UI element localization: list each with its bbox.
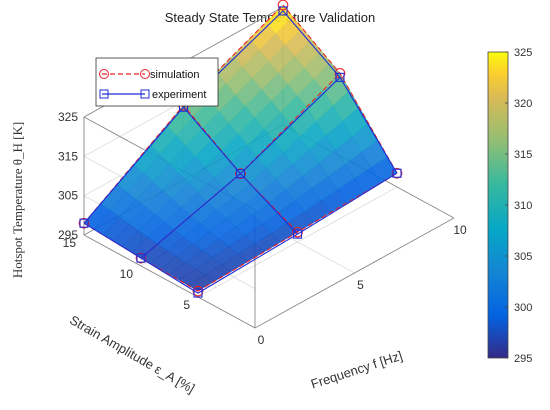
colorbar-tick-label: 320 bbox=[514, 98, 532, 110]
legend-marker-simulation-right bbox=[140, 69, 150, 79]
y-tick-label: 10 bbox=[120, 267, 134, 281]
colorbar-tick-label: 310 bbox=[514, 200, 532, 212]
series-mesh-line bbox=[197, 172, 398, 294]
data-point-simulation bbox=[192, 285, 204, 297]
data-point-experiment bbox=[278, 6, 288, 16]
colorbar: 295 300 305 310 315 320 325 bbox=[487, 47, 532, 365]
colorbar-tick-label: 295 bbox=[514, 353, 532, 365]
z-tick-label: 315 bbox=[58, 149, 78, 163]
data-point-simulation bbox=[292, 226, 303, 238]
data-point-experiment bbox=[136, 253, 146, 263]
data-point-experiment bbox=[292, 229, 303, 239]
x-tick-label: 10 bbox=[453, 223, 467, 237]
legend-marker-simulation-left bbox=[99, 69, 109, 79]
data-point-simulation bbox=[235, 168, 246, 179]
legend[interactable]: simulation experiment bbox=[95, 57, 219, 107]
axis-ticks: 295 305 315 325 5 10 15 0 5 10 bbox=[58, 110, 467, 347]
data-point-experiment bbox=[193, 288, 203, 298]
chart-title: Steady State Temperature Validation bbox=[165, 10, 376, 25]
colorbar-ticks: 295 300 305 310 315 320 325 bbox=[505, 47, 532, 365]
x-tick-label: 0 bbox=[258, 333, 265, 347]
axis-edge bbox=[83, 234, 256, 329]
legend-box bbox=[95, 57, 219, 107]
data-point-experiment bbox=[79, 218, 89, 228]
data-point-experiment bbox=[335, 72, 345, 82]
data-point-experiment bbox=[235, 169, 246, 179]
axis-edge bbox=[254, 217, 455, 329]
z-axis-label: Hotspot Temperature θ_H [K] bbox=[10, 122, 25, 278]
grid-line bbox=[197, 186, 398, 298]
series-mesh-line bbox=[83, 10, 284, 224]
data-point-simulation bbox=[135, 252, 147, 264]
colorbar-tick-label: 325 bbox=[514, 47, 532, 59]
y-tick-label: 5 bbox=[183, 298, 190, 312]
y-axis-label: Strain Amplitude ε_A [%] bbox=[67, 312, 197, 396]
legend-marker-experiment-right bbox=[140, 89, 150, 99]
x-axis-label: Frequency f [Hz] bbox=[309, 348, 404, 392]
data-point-simulation bbox=[78, 217, 90, 229]
series-mesh-line bbox=[140, 76, 341, 259]
y-tick-label: 15 bbox=[63, 236, 77, 250]
legend-label-experiment: experiment bbox=[152, 89, 206, 101]
z-tick-label: 325 bbox=[58, 110, 78, 124]
z-tick-label: 295 bbox=[58, 228, 78, 242]
z-tick-label: 305 bbox=[58, 189, 78, 203]
colorbar-tick-label: 315 bbox=[514, 149, 532, 161]
colorbar-tick-label: 300 bbox=[514, 302, 532, 314]
legend-marker-experiment-left bbox=[99, 89, 109, 99]
data-point-simulation bbox=[391, 167, 403, 179]
data-point-simulation bbox=[277, 0, 289, 11]
data-point-experiment bbox=[392, 168, 402, 178]
x-tick-label: 5 bbox=[357, 278, 364, 292]
legend-label-simulation: simulation bbox=[150, 69, 200, 81]
colorbar-tick-label: 305 bbox=[514, 251, 532, 263]
